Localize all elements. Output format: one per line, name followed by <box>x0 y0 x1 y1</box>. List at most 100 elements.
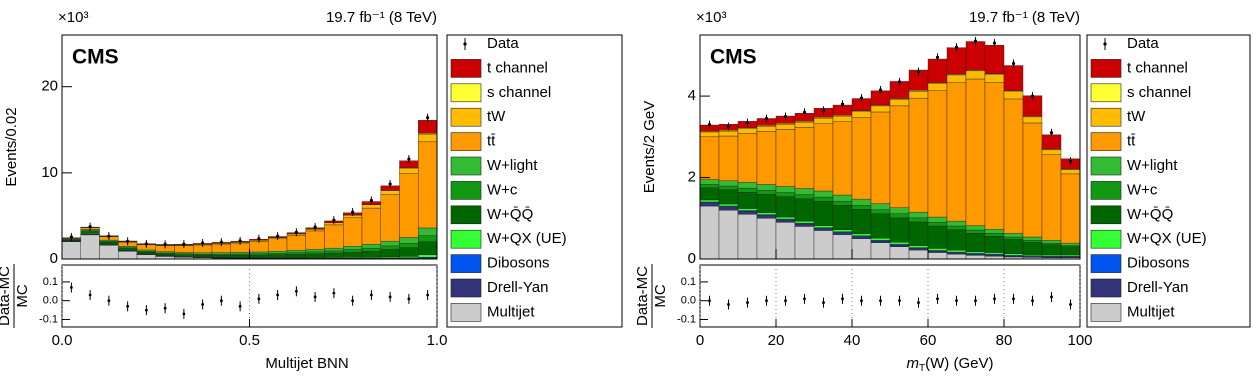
stack-bin <box>889 105 910 208</box>
stack-bin <box>380 245 400 250</box>
ratio-y-tick-label: 0.0 <box>681 295 696 307</box>
stack-bin <box>889 99 910 107</box>
x-tick-label: 60 <box>920 332 937 349</box>
stack-bin <box>832 205 853 230</box>
ratio-point <box>993 297 996 301</box>
stack-bin <box>813 225 834 228</box>
stack-bin <box>193 254 213 258</box>
stack-bin <box>984 229 1005 234</box>
stack-bin <box>870 111 891 204</box>
ratio-y-tick-label: -0.1 <box>677 313 696 325</box>
stack-bin <box>418 254 438 258</box>
legend-label: tW <box>487 108 506 125</box>
stack-bin <box>984 74 1005 83</box>
legend-swatch <box>1090 107 1122 127</box>
stack-bin <box>832 234 853 260</box>
data-point <box>802 110 807 114</box>
stack-bin <box>775 192 796 197</box>
ratio-point <box>182 312 186 316</box>
stack-bin <box>1060 173 1081 244</box>
stack-bin <box>794 198 815 222</box>
legend-swatch <box>450 83 482 103</box>
y-tick-label: 20 <box>41 78 58 95</box>
ratio-point <box>803 297 806 301</box>
stack-bin <box>908 91 929 99</box>
data-point <box>1011 61 1016 66</box>
stack-bin <box>118 248 138 251</box>
stack-bin <box>927 225 948 249</box>
stack-bin <box>380 240 400 247</box>
stack-bin <box>230 254 250 258</box>
stack-bin <box>418 120 438 134</box>
stack-bin <box>946 225 967 230</box>
stack-bin <box>889 244 910 247</box>
cms-label: CMS <box>710 46 757 69</box>
ratio-point <box>765 299 768 303</box>
stack-bin <box>908 211 929 219</box>
stack-bin <box>737 208 758 211</box>
legend-label: W+QX (UE) <box>1127 230 1207 247</box>
stack-bin <box>399 243 419 249</box>
stack-bin <box>118 251 138 260</box>
ratio-point <box>936 297 939 301</box>
ratio-title-numerator: Data-MC <box>0 266 13 326</box>
legend-label: Drell-Yan <box>487 279 548 296</box>
ratio-axis-title: Data-MC MC <box>0 264 31 328</box>
legend-data-marker <box>463 42 467 46</box>
stack-bin <box>775 123 796 130</box>
legend-swatch <box>1090 303 1122 322</box>
stack-bin <box>946 249 967 253</box>
stack-bin <box>813 196 834 202</box>
stack-bin <box>286 252 306 255</box>
stack-bin <box>699 205 720 260</box>
stack-bin <box>737 213 758 260</box>
x-tick-label: 40 <box>844 332 861 349</box>
stack-bin <box>268 252 288 255</box>
data-point <box>313 225 317 229</box>
x-axis-title-part: T <box>919 363 925 374</box>
stack-bin <box>324 250 344 254</box>
data-point <box>764 116 769 121</box>
legend-swatch <box>1090 278 1122 298</box>
stack-bin <box>984 252 1005 255</box>
stack-bin <box>324 224 344 249</box>
stack-bin <box>775 129 796 187</box>
stack-bin <box>1022 122 1043 238</box>
y-tick-label: 10 <box>41 164 58 181</box>
data-point <box>182 242 186 246</box>
stack-bin <box>908 249 929 260</box>
legend-label: Drell-Yan <box>1127 279 1188 296</box>
data-point <box>878 88 883 92</box>
stack-bin <box>718 209 739 260</box>
stack-bin <box>946 229 967 251</box>
data-point <box>992 41 997 45</box>
stack-bin <box>699 199 720 203</box>
data-point <box>107 234 111 238</box>
legend-label: s channel <box>487 84 551 101</box>
legend-label: W+light <box>1127 157 1178 174</box>
stack-bin <box>756 212 777 215</box>
stack-bin <box>927 248 948 251</box>
stack-bin <box>756 131 777 185</box>
data-point <box>276 234 280 238</box>
stack-bin <box>946 220 967 227</box>
stack-bin <box>965 233 986 252</box>
legend-label: W+Q̄Q̄ <box>1127 206 1173 223</box>
y-tick-label: 4 <box>688 87 696 104</box>
stack-bin <box>832 229 853 232</box>
stack-bin <box>775 222 796 260</box>
ratio-point <box>313 295 317 299</box>
x-tick-label: 0.5 <box>239 332 260 349</box>
stack-bin <box>1060 246 1081 256</box>
data-point <box>88 225 92 229</box>
stack-bin <box>230 252 250 255</box>
stack-bin <box>775 196 796 218</box>
stack-bin <box>718 135 739 182</box>
data-point <box>238 239 242 243</box>
legend-swatch <box>450 59 482 78</box>
stack-bin <box>870 242 891 260</box>
ratio-point <box>238 304 242 308</box>
data-point <box>69 235 73 239</box>
stack-bin <box>305 253 325 258</box>
y-tick-label: 2 <box>688 169 696 186</box>
